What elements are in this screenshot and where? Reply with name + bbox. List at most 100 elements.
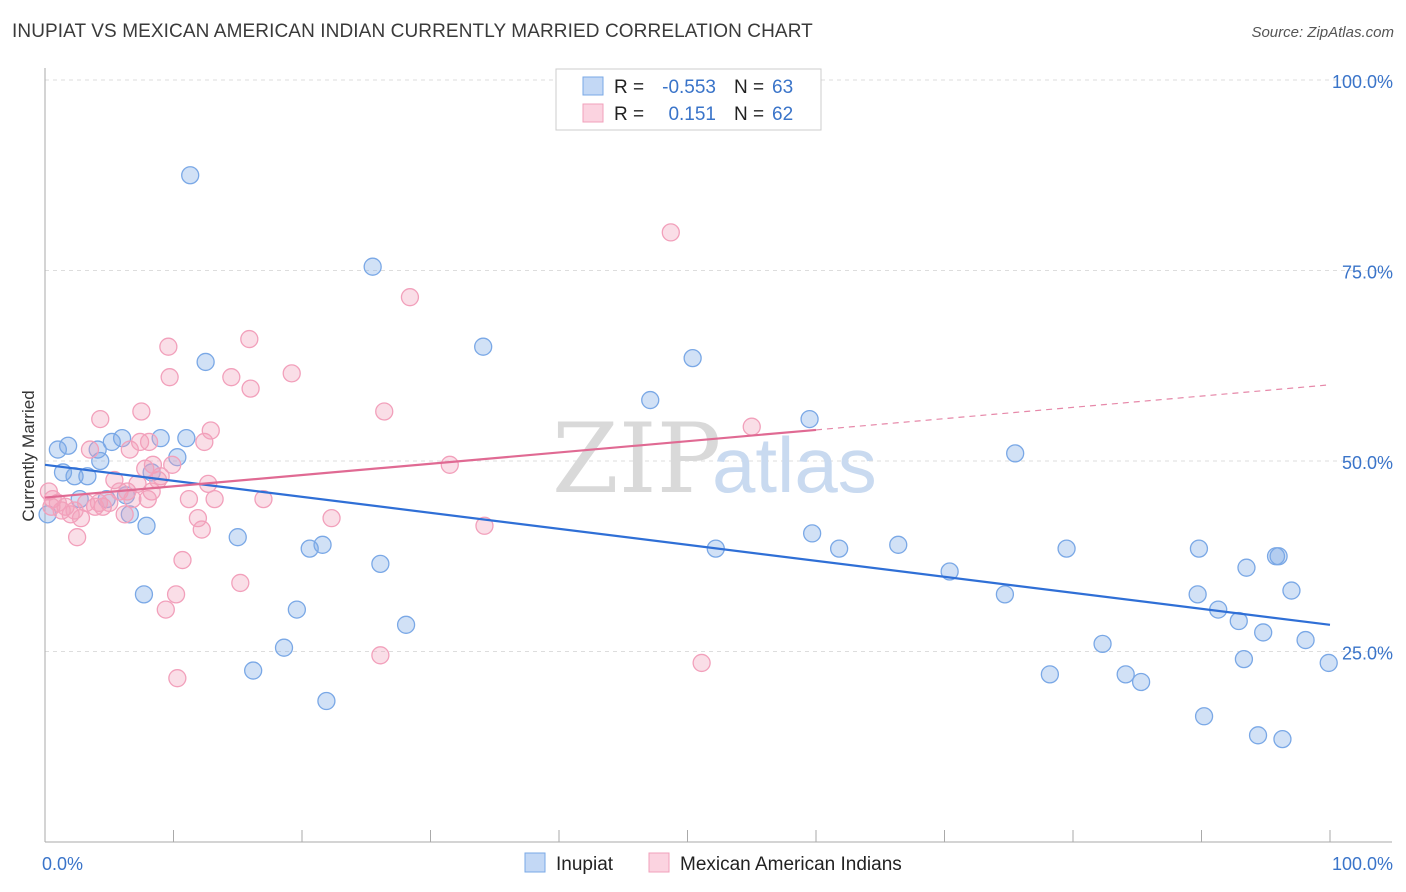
inupiat-point bbox=[1254, 623, 1273, 642]
mexican-american-indian-point bbox=[375, 402, 394, 421]
stats-legend: R = -0.553 N = 63 R = 0.151 N = 62 bbox=[555, 68, 822, 131]
inupiat-point bbox=[1116, 665, 1135, 684]
inupiat-point bbox=[287, 600, 307, 619]
inupiat-point bbox=[137, 516, 156, 535]
mexican-american-indian-point bbox=[231, 573, 250, 593]
inupiat-point bbox=[1269, 547, 1288, 566]
inupiat-point bbox=[181, 166, 200, 185]
mexican-american-indian-point bbox=[192, 520, 211, 539]
mexican-american-indian-point bbox=[440, 455, 459, 474]
legend-n-label: N = bbox=[734, 104, 764, 125]
inupiat-point bbox=[78, 467, 97, 486]
axes bbox=[44, 68, 1392, 843]
inupiat-point bbox=[151, 428, 170, 448]
inupiat-point bbox=[1040, 665, 1060, 684]
inupiat-point bbox=[1282, 581, 1301, 600]
series-legend: Inupiat Mexican American Indians bbox=[524, 852, 902, 875]
inupiat-point bbox=[802, 524, 822, 543]
y-tick-label: 75.0% bbox=[1342, 263, 1393, 283]
inupiat-point bbox=[1006, 444, 1025, 463]
y-tick-label: 100.0% bbox=[1332, 72, 1393, 92]
legend-n-value: 62 bbox=[772, 104, 793, 125]
inupiat-point bbox=[228, 528, 247, 547]
watermark-zip: ZIP bbox=[552, 403, 721, 515]
mexican-american-indian-point bbox=[240, 329, 259, 349]
inupiat-point bbox=[1189, 539, 1209, 558]
inupiat-point bbox=[641, 390, 660, 410]
mexican-american-indian-point bbox=[123, 489, 142, 509]
mexican-american-indian-trend-line bbox=[44, 428, 817, 499]
mexican-american-indian-point bbox=[159, 337, 178, 356]
inupiat-point bbox=[396, 615, 416, 634]
inupiat-point bbox=[1093, 634, 1112, 654]
inupiat-point bbox=[317, 691, 336, 711]
mexican-american-indian-point bbox=[222, 368, 241, 387]
legend-n-label: N = bbox=[734, 77, 764, 98]
mexican-american-indian-point bbox=[71, 509, 91, 528]
inupiat-point bbox=[1131, 672, 1151, 692]
watermark-atlas: atlas bbox=[712, 421, 877, 509]
mexican-american-indian-point bbox=[80, 440, 100, 459]
mexican-american-indian-point bbox=[742, 417, 761, 436]
mexican-american-indian-point bbox=[205, 489, 224, 509]
watermark: ZIP atlas bbox=[552, 403, 877, 515]
mexican-american-indian-point bbox=[322, 509, 341, 528]
inupiat-point bbox=[363, 257, 382, 276]
legend-swatch-mexican bbox=[648, 852, 670, 873]
inupiat-point bbox=[683, 348, 702, 368]
legend-r-value: -0.553 bbox=[662, 77, 716, 98]
mexican-american-indian-point bbox=[195, 432, 214, 452]
inupiat-point bbox=[829, 539, 849, 558]
legend-r-value: 0.151 bbox=[668, 104, 716, 125]
y-tick-label: 25.0% bbox=[1342, 644, 1393, 664]
inupiat-point bbox=[313, 535, 332, 554]
mexican-american-indian-point bbox=[166, 585, 186, 604]
legend-r-label: R = bbox=[614, 77, 644, 98]
inupiat-point bbox=[474, 337, 493, 356]
inupiat-point bbox=[1248, 726, 1268, 745]
mexican-american-indian-point bbox=[163, 455, 182, 474]
legend-r-label: R = bbox=[614, 104, 644, 125]
mexican-american-indian-point bbox=[661, 223, 680, 242]
inupiat-point bbox=[1057, 539, 1076, 558]
legend-series-name: Inupiat bbox=[556, 854, 614, 875]
mexican-american-indian-point bbox=[201, 421, 220, 440]
y-tick-labels: 25.0% 50.0% 75.0% 100.0% bbox=[1332, 72, 1393, 664]
grid bbox=[45, 79, 1392, 652]
chart-title: INUPIAT VS MEXICAN AMERICAN INDIAN CURRE… bbox=[12, 21, 813, 42]
mexican-american-indian-point bbox=[132, 402, 151, 421]
y-axis-title: Currently Married bbox=[19, 390, 38, 521]
mexican-american-indian-point bbox=[475, 516, 494, 535]
inupiat-point bbox=[1194, 707, 1214, 726]
mexican-american-indian-trend-line-extension bbox=[815, 384, 1331, 431]
inupiat-point bbox=[1237, 558, 1256, 577]
inupiat-point bbox=[48, 440, 67, 459]
mexican-american-indian-point bbox=[254, 489, 273, 509]
inupiat-point bbox=[1188, 585, 1207, 604]
legend-swatch-inupiat bbox=[524, 852, 546, 873]
inupiat-point bbox=[800, 409, 819, 429]
inupiat-point bbox=[371, 554, 390, 574]
mexican-american-indian-point bbox=[91, 409, 110, 429]
x-tick-label: 0.0% bbox=[42, 854, 83, 874]
legend-n-value: 63 bbox=[772, 77, 793, 98]
legend-series-name: Mexican American Indians bbox=[680, 854, 902, 875]
inupiat-point bbox=[120, 505, 139, 524]
mexican-american-indian-point bbox=[139, 432, 159, 452]
mexican-american-indian-point bbox=[188, 509, 208, 528]
mexican-american-indian-point bbox=[282, 364, 301, 383]
mexican-american-indian-point bbox=[173, 550, 192, 570]
x-tick-labels: 0.0% 100.0% bbox=[42, 854, 1393, 874]
inupiat-point bbox=[88, 440, 107, 459]
inupiat-point bbox=[995, 585, 1015, 604]
inupiat-point bbox=[196, 352, 215, 372]
mexican-american-indian-point bbox=[692, 653, 711, 673]
inupiat-point bbox=[274, 638, 294, 657]
chart-source: Source: ZipAtlas.com bbox=[1251, 24, 1394, 41]
inupiat-point bbox=[940, 562, 959, 581]
inupiat-point bbox=[91, 451, 110, 471]
legend-swatch-mexican bbox=[582, 103, 604, 123]
inupiat-point bbox=[1234, 649, 1254, 669]
inupiat-point bbox=[1296, 630, 1315, 650]
